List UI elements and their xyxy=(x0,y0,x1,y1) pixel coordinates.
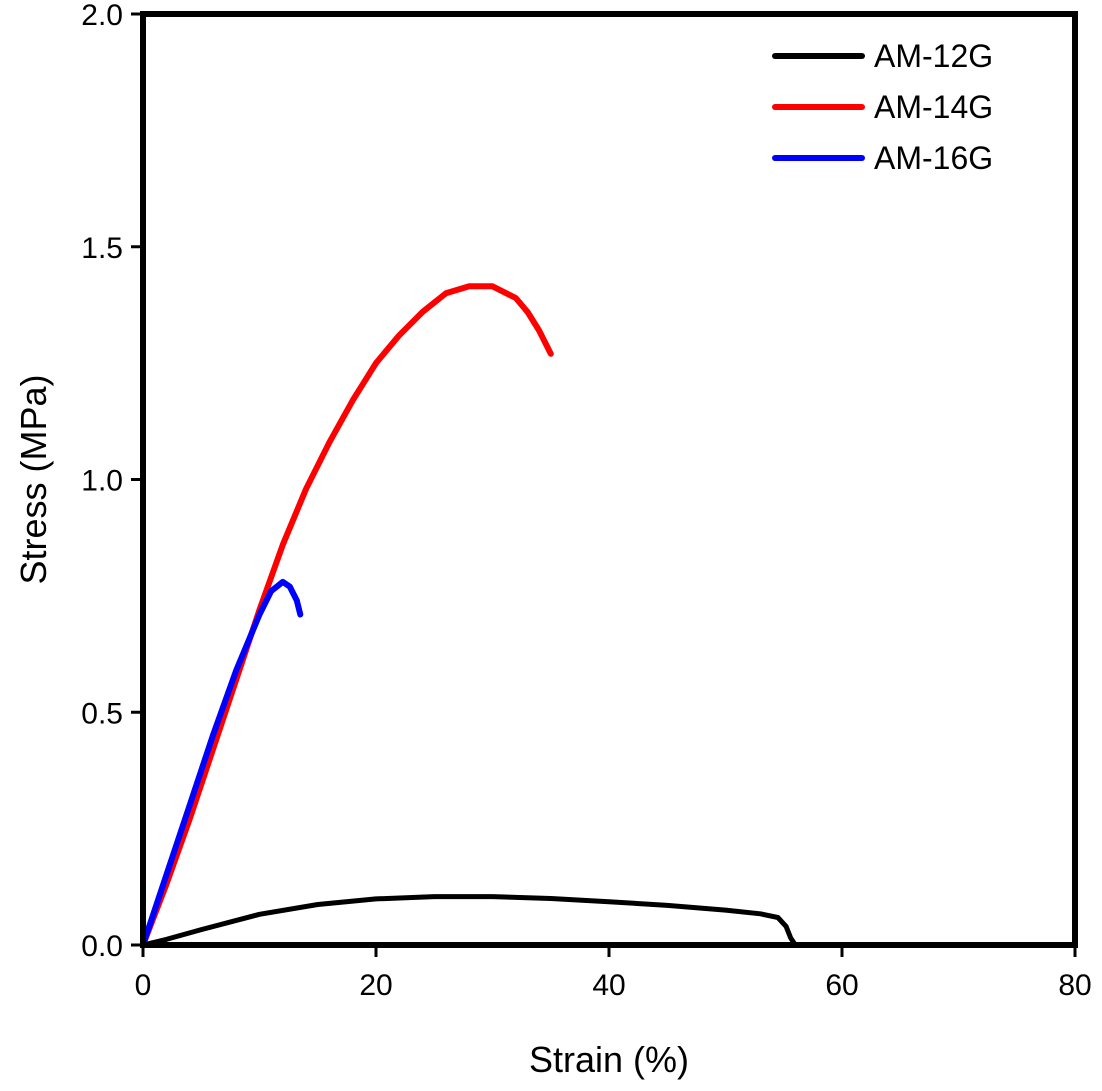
series-line-am-14g xyxy=(140,283,554,948)
legend-label-am-14g: AM-14G xyxy=(874,89,993,125)
series-layer xyxy=(140,283,798,948)
x-tick-label: 80 xyxy=(1058,969,1091,1002)
y-axis-title: Stress (MPa) xyxy=(13,374,54,584)
y-tick-label: 0.5 xyxy=(81,697,123,730)
x-tick-label: 0 xyxy=(135,969,152,1002)
series-line-am-16g xyxy=(140,578,304,948)
legend-label-am-12g: AM-12G xyxy=(874,38,993,74)
y-tick-label: 1.0 xyxy=(81,465,123,498)
legend-label-am-16g: AM-16G xyxy=(874,140,993,176)
x-axis-title: Strain (%) xyxy=(529,1039,689,1080)
series-line-am-12g xyxy=(140,894,798,948)
y-tick-label: 1.5 xyxy=(81,232,123,265)
x-tick-label: 60 xyxy=(825,969,858,1002)
y-tick-label: 2.0 xyxy=(81,0,123,32)
legend: AM-12G AM-14G AM-16G xyxy=(772,38,993,176)
x-tick-label: 20 xyxy=(359,969,392,1002)
x-tick-label: 40 xyxy=(592,969,625,1002)
y-tick-label: 0.0 xyxy=(81,930,123,963)
axis-layer: 0 20 40 60 80 0.0 0.5 1.0 1.5 2.0 Strain (%) Stress… xyxy=(13,0,1092,1080)
